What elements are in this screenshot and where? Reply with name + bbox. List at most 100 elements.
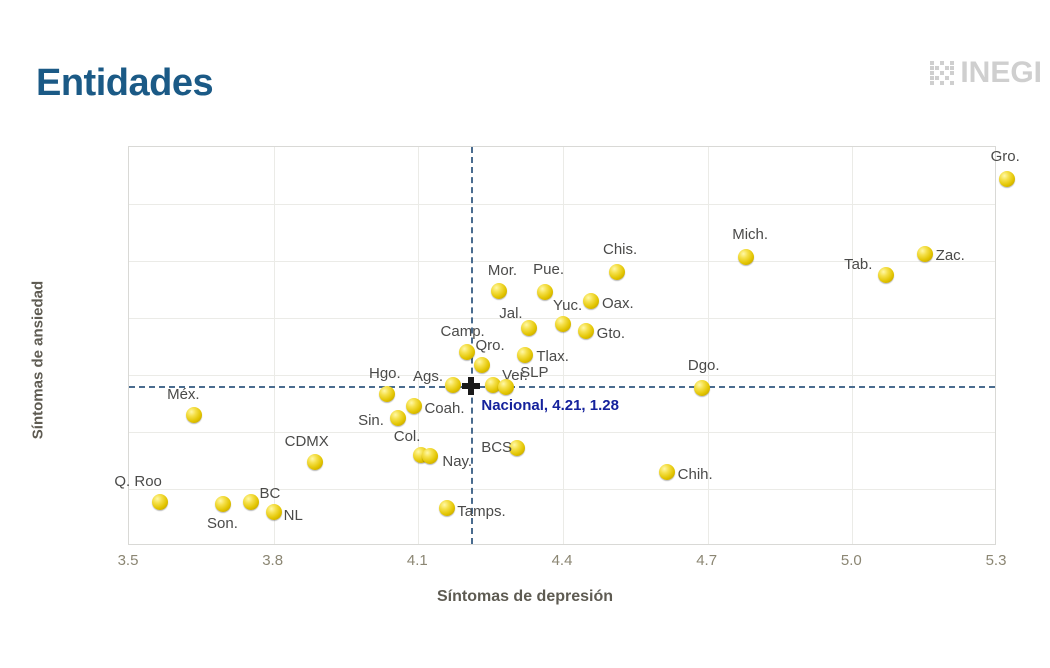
inegi-logo: INEGI [930, 58, 1042, 88]
data-point-label: Son. [207, 515, 238, 533]
data-point[interactable] [406, 397, 423, 414]
data-point-label: Hgo. [368, 364, 401, 382]
logo-pixel [935, 76, 940, 80]
nacional-cross-marker[interactable] [462, 377, 481, 396]
data-point[interactable] [458, 344, 475, 361]
data-point[interactable] [490, 283, 507, 300]
y-axis-label: Síntomas de ansiedad [29, 280, 47, 440]
data-point[interactable] [215, 496, 232, 513]
gridline-vertical [418, 147, 420, 544]
x-axis-label: Síntomas de depresión [436, 588, 614, 605]
x-axis-tick-label: 5.0 [840, 552, 862, 569]
gridline-vertical [273, 147, 275, 544]
data-point[interactable] [521, 319, 538, 336]
data-point-label: Chih. [677, 465, 713, 483]
data-point-label: Ags. [413, 367, 444, 385]
data-point[interactable] [152, 493, 169, 510]
x-axis-tick-label: 4.1 [406, 552, 428, 569]
data-point[interactable] [485, 376, 502, 393]
data-point[interactable] [998, 171, 1015, 188]
data-point-label: Coah. [424, 399, 465, 417]
data-point-label: Mich. [732, 226, 769, 243]
gridline-horizontal [129, 432, 995, 433]
data-point-label: Col. [393, 428, 421, 446]
data-point[interactable] [609, 264, 625, 281]
data-point[interactable] [693, 380, 710, 397]
data-point-label: Chis. [603, 241, 638, 259]
data-point[interactable] [916, 246, 933, 263]
data-point-label: Camp. [440, 323, 485, 341]
data-point-label: Jal. [499, 304, 523, 322]
inegi-logo-text: INEGI [960, 56, 1042, 89]
gridline-vertical [707, 147, 709, 544]
data-point[interactable] [242, 493, 259, 510]
x-axis-tick-label: 4.7 [696, 552, 718, 569]
logo-pixel [950, 71, 955, 75]
data-point[interactable] [537, 283, 554, 300]
data-point[interactable] [498, 378, 515, 395]
logo-pixel [930, 71, 935, 75]
data-point[interactable] [378, 385, 395, 402]
data-point-label: Gro. [990, 148, 1020, 166]
gridline-horizontal [129, 375, 995, 376]
data-point-label: Sin. [358, 411, 384, 429]
cross-bar-vertical [468, 377, 475, 396]
logo-pixel [950, 66, 955, 70]
data-point-label: Pue. [533, 260, 565, 278]
data-point[interactable] [445, 376, 462, 393]
data-point[interactable] [517, 347, 534, 364]
data-point-label: Qro. [475, 337, 505, 355]
gridline-horizontal [129, 204, 995, 205]
data-point[interactable] [474, 357, 491, 374]
data-point-label: Gto. [596, 325, 626, 343]
reference-line-horizontal [129, 386, 995, 389]
data-point[interactable] [658, 463, 675, 480]
data-point-label: BCS [481, 438, 513, 456]
nacional-annotation-label: Nacional, 4.21, 1.28 [481, 397, 619, 415]
data-point-label: Tamps. [457, 503, 506, 521]
logo-pixel [940, 71, 945, 75]
data-point[interactable] [878, 267, 895, 284]
data-point[interactable] [439, 500, 456, 517]
data-point[interactable] [509, 439, 526, 456]
logo-pixel [950, 81, 955, 85]
logo-pixel [930, 76, 935, 80]
data-point-label: NL [283, 506, 303, 524]
data-point[interactable] [555, 315, 571, 332]
data-point[interactable] [577, 323, 594, 340]
data-point-label: Oax. [601, 294, 634, 312]
data-point-label: Tlax. [536, 348, 569, 366]
data-point[interactable] [265, 503, 282, 520]
data-point[interactable] [738, 249, 755, 265]
logo-pixel [940, 61, 945, 65]
x-axis-tick-label: 3.8 [262, 552, 284, 569]
logo-pixel [935, 66, 940, 70]
data-point[interactable] [582, 292, 599, 309]
data-point-label: CDMX [284, 432, 329, 450]
data-point-label: Ver. [502, 366, 528, 384]
data-point-label: Zac. [935, 247, 965, 265]
data-point-label: Nay. [442, 452, 473, 470]
data-point-label: Q. Roo [114, 472, 162, 490]
logo-pixel [950, 61, 955, 65]
data-point[interactable] [422, 447, 439, 464]
logo-pixel [930, 61, 935, 65]
x-axis-tick-label: 3.5 [117, 552, 139, 569]
x-axis-tick-label: 5.3 [985, 552, 1007, 569]
page-title: Entidades [36, 62, 214, 104]
data-point[interactable] [186, 407, 203, 424]
gridline-vertical [563, 147, 564, 544]
gridline-horizontal [129, 261, 995, 262]
gridline-horizontal [129, 489, 995, 490]
data-point-label: BC [259, 484, 281, 502]
data-point-label: SLP [520, 363, 549, 381]
data-point-label: Méx. [167, 386, 200, 404]
data-point-label: Mor. [487, 262, 518, 280]
logo-pixel [945, 76, 950, 80]
data-point[interactable] [390, 409, 407, 426]
data-point-label: Tab. [844, 256, 873, 274]
logo-pixel [940, 81, 945, 85]
x-axis-tick-label: 4.4 [551, 552, 573, 569]
data-point[interactable] [306, 453, 323, 470]
